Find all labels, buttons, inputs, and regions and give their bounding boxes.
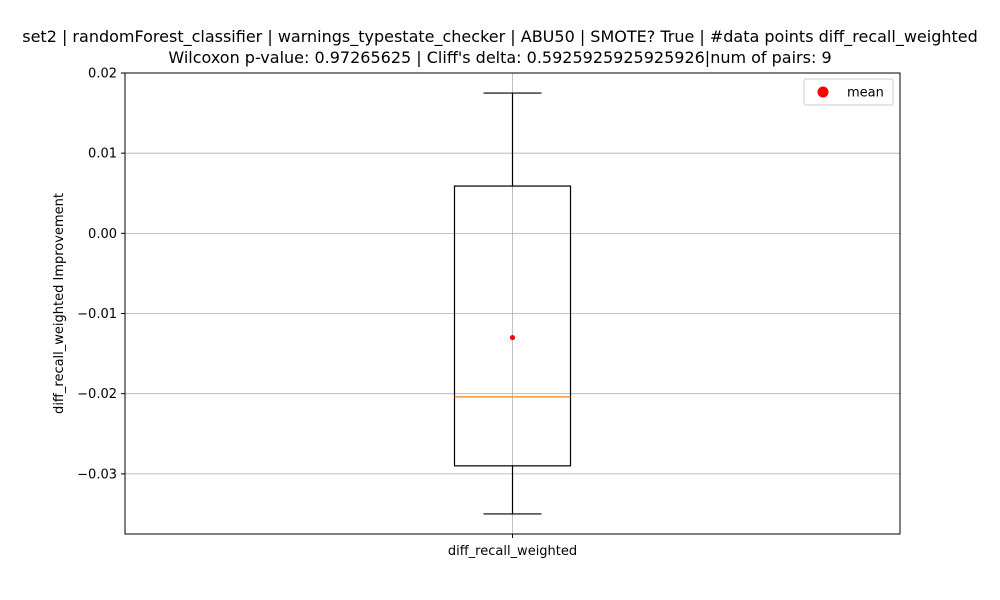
y-tick-label-2: 0.00 [88, 227, 117, 242]
y-tick-label-4: −0.02 [77, 387, 117, 402]
y-tick-label-5: −0.03 [77, 467, 117, 482]
x-axis-ticks: diff_recall_weighted [448, 534, 577, 559]
x-tick-label-0: diff_recall_weighted [448, 544, 577, 559]
y-tick-label-3: −0.01 [77, 307, 117, 322]
y-axis-label: diff_recall_weighted Improvement [52, 193, 67, 414]
y-tick-label-0: 0.02 [88, 67, 117, 82]
mean-point [509, 334, 516, 341]
y-axis-ticks: 0.02 0.01 0.00 −0.01 −0.02 −0.03 [77, 67, 125, 482]
legend-mean-marker [817, 86, 829, 98]
interquartile-box [453, 185, 572, 467]
legend-mean-label: mean [847, 86, 884, 101]
box-plot [453, 92, 572, 515]
legend-box [803, 78, 894, 106]
y-tick-label-1: 0.01 [88, 147, 117, 162]
chart-title-line-2: Wilcoxon p-value: 0.97265625 | Cliff's d… [168, 48, 832, 67]
chart-title-line-1: set2 | randomForest_classifier | warning… [22, 27, 978, 46]
legend: mean [803, 78, 894, 106]
